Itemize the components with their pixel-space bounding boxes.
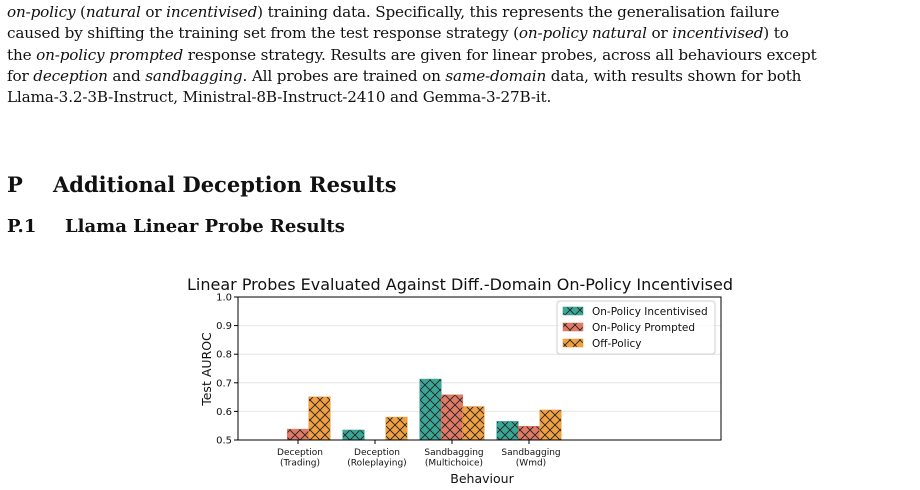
bar-on-policy-incentivised-1 — [342, 429, 365, 441]
bar-on-policy-incentivised-2 — [419, 378, 442, 441]
chart-title: Linear Probes Evaluated Against Diff.-Do… — [187, 275, 733, 294]
legend-label: On-Policy Incentivised — [592, 306, 708, 318]
caption-text: . All probes are trained on — [242, 66, 446, 85]
legend-frame — [556, 300, 716, 355]
subsection-heading: P.1 Llama Linear Probe Results — [7, 216, 345, 237]
caption-text: or — [646, 24, 673, 43]
caption-line: Llama-3.2-3B-Instruct, Ministral-8B-Inst… — [7, 87, 917, 108]
legend-swatch — [562, 322, 584, 332]
section-heading: P Additional Deception Results — [7, 172, 397, 197]
x-tick-label: (Roleplaying) — [347, 459, 406, 469]
y-tick-label: 0.8 — [216, 350, 232, 361]
caption-text: data, with results shown for both — [546, 66, 802, 85]
legend-label: Off-Policy — [592, 338, 642, 350]
caption-text: ) training data. Specifically, this repr… — [257, 3, 780, 21]
bar-on-policy-prompted-3 — [517, 425, 541, 441]
x-tick-label: Deception — [277, 448, 323, 458]
section-title: Additional Deception Results — [53, 172, 397, 197]
figure-caption: on-policy (natural or incentivised) trai… — [7, 2, 917, 108]
caption-emphasis: on-policy — [7, 3, 76, 21]
caption-emphasis: incentivised — [166, 3, 258, 21]
bar-off-policy-2 — [462, 406, 485, 441]
caption-text: for — [7, 66, 34, 85]
caption-line: for deception and sandbagging. All probe… — [7, 66, 917, 87]
x-tick-label: (Trading) — [280, 459, 320, 469]
y-tick-label: 0.9 — [216, 321, 232, 332]
y-tick-label: 0.5 — [216, 436, 232, 447]
legend-swatch — [562, 338, 584, 348]
x-tick-label: Deception — [354, 448, 400, 458]
x-tick-label: (Wmd) — [516, 459, 546, 469]
subsection-number: P.1 — [7, 216, 37, 237]
caption-text: response strategy. Results are given for… — [183, 45, 817, 64]
plot-frame — [237, 296, 722, 441]
caption-emphasis: same-domain — [445, 66, 547, 85]
bar-on-policy-incentivised-3 — [496, 421, 519, 441]
caption-line: on-policy (natural or incentivised) trai… — [7, 2, 917, 23]
bar-off-policy-0 — [308, 396, 331, 441]
x-tick-label: Sandbagging — [424, 448, 483, 458]
x-tick-label: Sandbagging — [501, 448, 560, 458]
caption-text: caused by shifting the training set from… — [7, 24, 519, 43]
y-tick-label: 1.0 — [216, 293, 232, 304]
caption-text: or — [140, 3, 167, 21]
legend-label: On-Policy Prompted — [592, 322, 695, 334]
caption-text: and — [107, 66, 146, 85]
x-tick-label: (Multichoice) — [425, 459, 483, 469]
caption-text: ( — [75, 3, 86, 21]
bar-on-policy-prompted-2 — [440, 394, 464, 441]
caption-text: ) to — [763, 24, 789, 43]
subsection-title: Llama Linear Probe Results — [65, 216, 345, 237]
caption-emphasis: natural — [85, 3, 141, 21]
caption-line: caused by shifting the training set from… — [7, 23, 917, 44]
bar-off-policy-3 — [539, 409, 562, 441]
bar-off-policy-1 — [385, 416, 408, 441]
bar-on-policy-prompted-0 — [286, 428, 310, 441]
caption-emphasis: incentivised — [672, 24, 764, 43]
y-tick-label: 0.6 — [216, 407, 232, 418]
caption-emphasis: on-policy natural — [518, 24, 647, 43]
caption-emphasis: sandbagging — [145, 66, 243, 85]
y-axis-label: Test AUROC — [199, 332, 214, 407]
y-tick-label: 0.7 — [216, 378, 232, 389]
caption-emphasis: on-policy prompted — [36, 45, 184, 64]
caption-emphasis: deception — [33, 66, 108, 85]
section-number: P — [7, 172, 23, 197]
chart-legend: On-Policy Incentivised On-Policy Prompted… — [556, 300, 716, 355]
caption-text: Llama-3.2-3B-Instruct, Ministral-8B-Inst… — [7, 88, 552, 107]
caption-line: the on-policy prompted response strategy… — [7, 45, 917, 66]
caption-text: the — [7, 45, 37, 64]
legend-swatch — [562, 306, 584, 316]
x-axis-label: Behaviour — [450, 471, 514, 486]
